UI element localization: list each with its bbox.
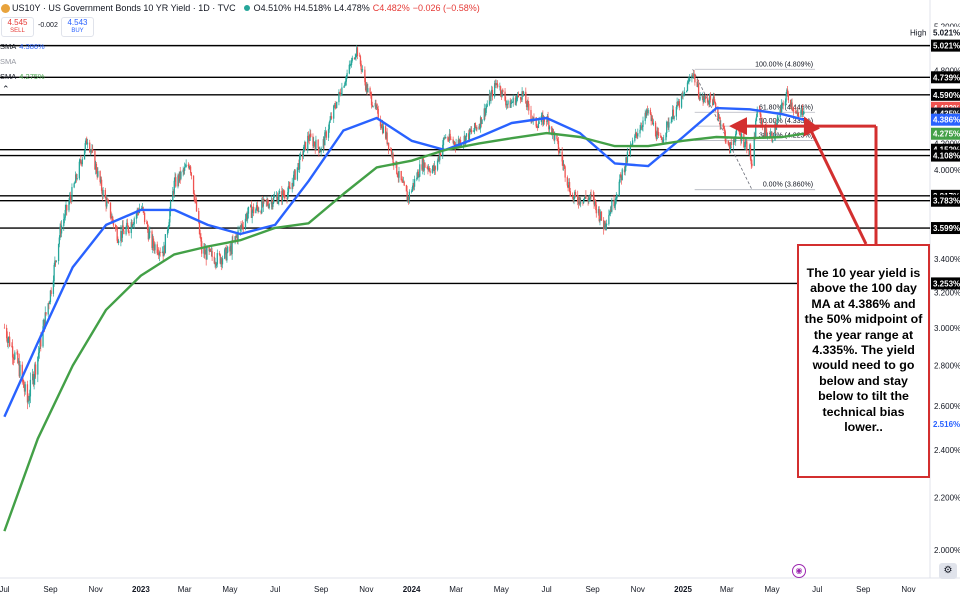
level-tag [931, 277, 960, 290]
sell-value: 4.545 [7, 18, 28, 27]
annotation-box: The 10 year yield is above the 100 day M… [797, 244, 930, 478]
time-tick-label: Sep [43, 585, 58, 594]
price-tag [931, 26, 960, 39]
time-tick-label: Mar [178, 585, 192, 594]
level-tag-label: 4.590% [933, 91, 960, 100]
buy-button[interactable]: 4.543 BUY [61, 17, 94, 37]
indicator-sma-200[interactable]: SMA 4.275% [0, 72, 45, 81]
indicator-value: 4.386% [19, 42, 45, 51]
time-tick-label: May [764, 585, 779, 594]
time-tick-label: Sep [585, 585, 600, 594]
level-tag [931, 194, 960, 207]
sell-button[interactable]: 4.545 SELL [1, 17, 34, 37]
price-tick-label: 2.200% [934, 494, 960, 503]
price-tag [931, 127, 960, 140]
time-tick-label: Mar [449, 585, 463, 594]
time-tick-label: Sep [314, 585, 329, 594]
sell-label: SELL [10, 28, 25, 34]
time-tick-label: Nov [901, 585, 915, 594]
indicator-sma-hidden[interactable]: SMA [0, 57, 16, 66]
time-tick-label: Jul [812, 585, 822, 594]
time-tick-label: Mar [720, 585, 734, 594]
level-tag-label: 3.783% [933, 197, 960, 206]
price-tick-label: 3.200% [934, 288, 960, 297]
level-tag [931, 39, 960, 52]
time-tick-label: Sep [856, 585, 871, 594]
time-tick-label: May [222, 585, 237, 594]
price-change: −0.026 (−0.58%) [412, 3, 480, 13]
market-status-icon [243, 5, 250, 11]
ohlc-close: C4.482% [372, 3, 410, 13]
time-tick-label: Jul [541, 585, 551, 594]
price-tag-label: 4.275% [933, 130, 960, 139]
level-tag-label: 4.739% [933, 73, 960, 82]
level-tag [931, 222, 960, 235]
price-tick-label: 4.000% [934, 166, 960, 175]
sma-200-line [3, 131, 805, 532]
time-tick-label: 2024 [403, 585, 421, 594]
ohlc-open: O4.510% [253, 3, 292, 13]
chevron-up-icon[interactable]: ⌃ [2, 84, 10, 94]
fib-level-label: 61.80% (4.446%) [759, 104, 813, 111]
buy-value: 4.543 [67, 18, 88, 27]
price-tag [931, 113, 960, 126]
level-tag [931, 149, 960, 162]
time-tick-label: Jul [0, 585, 10, 594]
price-tag [931, 418, 960, 431]
buy-label: BUY [71, 28, 84, 34]
sma-100-line [3, 106, 805, 418]
level-tag-label: 5.021% [933, 42, 960, 51]
price-tick-label: 3.400% [934, 255, 960, 264]
level-tag-label: 3.599% [933, 224, 960, 233]
time-tick-label: 2023 [132, 585, 150, 594]
price-tick-label: 2.000% [934, 546, 960, 555]
indicator-label: SMA [0, 42, 17, 51]
level-tag [931, 71, 960, 84]
indicator-sma-100[interactable]: SMA 4.386% [0, 42, 45, 51]
chart-header: US10Y · US Government Bonds 10 YR Yield … [0, 0, 483, 16]
price-tick-label: 2.400% [934, 446, 960, 455]
symbol-title[interactable]: US10Y · US Government Bonds 10 YR Yield … [12, 3, 236, 13]
price-tick-label: 3.000% [934, 324, 960, 333]
price-tag-label: 4.386% [933, 116, 960, 125]
price-tag-caption: High [910, 29, 926, 38]
price-tick-label: 2.600% [934, 402, 960, 411]
spread-value: -0.002 [38, 22, 58, 29]
fib-level-label: 100.00% (4.809%) [755, 61, 813, 68]
price-tag-label: 5.021% [933, 29, 960, 38]
price-tick-label: 2.800% [934, 362, 960, 371]
indicator-value: 4.275% [19, 72, 45, 81]
time-tick-label: Nov [631, 585, 645, 594]
fib-level-label: 50.00% (4.335%) [759, 118, 813, 125]
time-tick-label: May [494, 585, 509, 594]
time-tick-label: Jul [270, 585, 280, 594]
ohlc-high: H4.518% [294, 3, 332, 13]
level-tag-label: 4.108% [933, 152, 960, 161]
time-tick-label: 2025 [674, 585, 692, 594]
fib-level-label: 0.00% (3.860%) [763, 182, 813, 189]
level-tag [931, 88, 960, 101]
us-flag-icon [1, 3, 10, 13]
indicator-label: SMA [0, 72, 17, 81]
gear-icon[interactable]: ⚙ [939, 563, 957, 579]
time-tick-label: Nov [89, 585, 103, 594]
price-tag-label: 2.516% [933, 420, 960, 429]
fib-trend-line [692, 69, 753, 190]
tradingview-logo-icon[interactable]: ◉ [792, 564, 806, 578]
ohlc-low: L4.478% [334, 3, 370, 13]
price-tick-label: 4.800% [934, 66, 960, 75]
level-tag-label: 3.253% [933, 279, 960, 288]
indicator-label: SMA [0, 57, 17, 66]
time-tick-label: Nov [359, 585, 373, 594]
annotation-arrow [803, 116, 868, 245]
